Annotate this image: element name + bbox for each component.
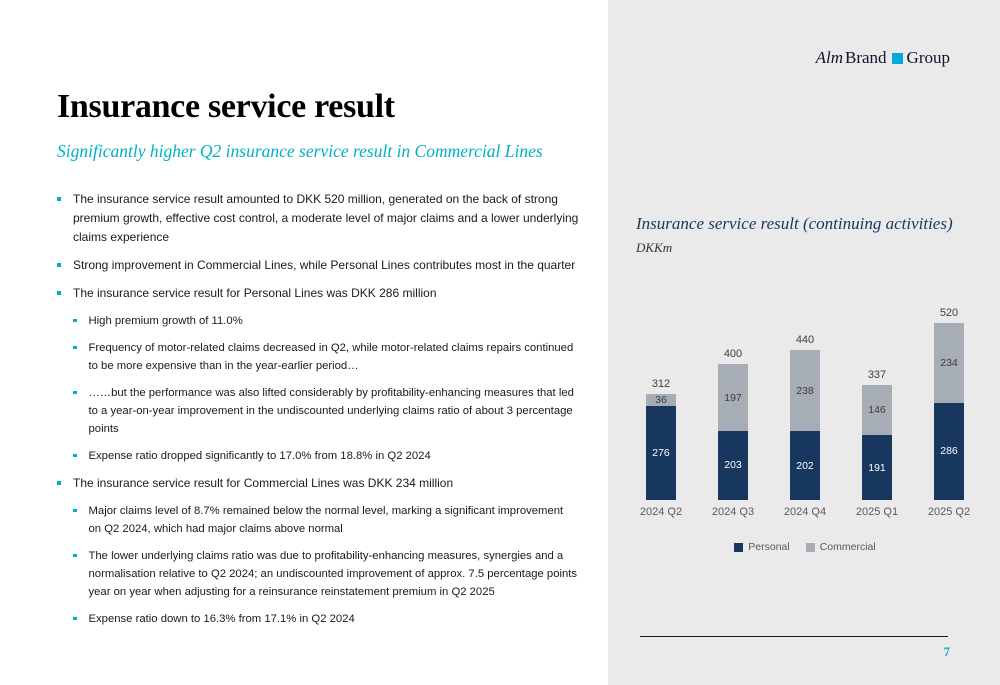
legend-item: Commercial: [805, 541, 876, 553]
bullet-item: Expense ratio down to 16.3% from 17.1% i…: [73, 610, 588, 628]
bullet-text: The lower underlying claims ratio was du…: [88, 549, 578, 598]
bar-total-label: 440: [795, 334, 815, 347]
bar-column: 400 197 203: [697, 348, 769, 500]
bullet-marker-icon: [57, 290, 61, 295]
bullet-list: The insurance service result amounted to…: [57, 190, 588, 628]
bullet-text: The insurance service result for Persona…: [73, 285, 437, 300]
logo-alm-text: Alm: [815, 48, 843, 67]
bullet-item: Frequency of motor-related claims decrea…: [73, 339, 588, 375]
bullet-item: The insurance service result amounted to…: [57, 190, 588, 247]
bar-column: 520 234 286: [913, 307, 985, 500]
content-panel: Insurance service result Significantly h…: [57, 88, 588, 628]
bar-segment-commercial: 146: [862, 385, 892, 436]
chart-title: Insurance service result (continuing act…: [636, 214, 953, 233]
bullet-item: The insurance service result for Persona…: [57, 284, 588, 303]
stacked-bar-chart: 312 36 276 400 197 203 440 238 202 337 146 191 520 23…: [625, 300, 985, 500]
bullet-item: High premium growth of 11.0%: [73, 312, 588, 330]
legend-swatch-icon: [734, 542, 744, 552]
legend-item: Personal: [734, 541, 790, 553]
bullet-marker-icon: [73, 453, 77, 458]
chart-panel: Alm Brand Group Insurance service result (…: [608, 0, 1000, 685]
footer-divider: [640, 636, 948, 637]
bullet-item: ……but the performance was also lifted co…: [73, 384, 588, 438]
page-number: 7: [943, 645, 950, 659]
x-axis-label: 2024 Q4: [783, 506, 827, 518]
bullet-text: Frequency of motor-related claims decrea…: [88, 341, 574, 372]
x-axis-labels: 2024 Q2 2024 Q3 2024 Q4 2025 Q1 2025 Q2: [625, 506, 985, 518]
bullet-text: The insurance service result for Commerc…: [73, 475, 454, 490]
bar-column: 312 36 276: [625, 378, 697, 500]
chart-unit-label: DKKm: [636, 240, 673, 255]
bullet-item: The insurance service result for Commerc…: [57, 474, 588, 493]
x-axis-label: 2024 Q2: [639, 506, 683, 518]
chart-legend: Personal Commercial: [625, 541, 985, 553]
bullet-item: Expense ratio dropped significantly to 1…: [73, 447, 588, 465]
bar-segment-personal: 276: [646, 406, 676, 500]
bullet-marker-icon: [73, 553, 77, 558]
bullet-text: The insurance service result amounted to…: [73, 191, 579, 244]
legend-label: Personal: [748, 541, 790, 553]
bullet-item: The lower underlying claims ratio was du…: [73, 547, 588, 601]
bar-total-label: 337: [867, 369, 887, 382]
bullet-text: Strong improvement in Commercial Lines, …: [73, 257, 576, 272]
bar-segment-commercial: 197: [718, 364, 748, 431]
bullet-marker-icon: [73, 390, 77, 395]
bullet-marker-icon: [57, 480, 61, 485]
x-axis-label: 2025 Q1: [855, 506, 899, 518]
bar-segment-personal: 191: [862, 435, 892, 500]
bar-column: 440 238 202: [769, 334, 841, 500]
bullet-marker-icon: [57, 196, 61, 201]
logo-square-icon: [891, 53, 903, 64]
legend-label: Commercial: [819, 541, 876, 553]
bullet-marker-icon: [57, 262, 61, 267]
bar-total-label: 520: [939, 307, 959, 320]
bullet-marker-icon: [73, 318, 77, 323]
bullet-text: Major claims level of 8.7% remained belo…: [88, 504, 564, 535]
bar-segment-personal: 203: [718, 430, 748, 500]
bar-total-label: 312: [651, 377, 671, 390]
bullet-marker-icon: [73, 616, 77, 621]
legend-swatch-icon: [805, 542, 815, 552]
x-axis-label: 2024 Q3: [711, 506, 755, 518]
bar-segment-personal: 286: [934, 402, 964, 500]
x-axis-label: 2025 Q2: [927, 506, 971, 518]
bullet-item: Strong improvement in Commercial Lines, …: [57, 256, 588, 275]
bar-column: 337 146 191: [841, 369, 913, 500]
bar-segment-commercial: 238: [790, 350, 820, 432]
bar-segment-commercial: 234: [934, 323, 964, 403]
logo-group-text: Group: [906, 48, 950, 67]
brand-logo: Alm Brand Group: [816, 48, 950, 68]
bullet-item: Major claims level of 8.7% remained belo…: [73, 502, 588, 538]
bar-segment-commercial: 36: [646, 393, 676, 407]
bullet-marker-icon: [73, 508, 77, 513]
page-title: Insurance service result: [57, 88, 395, 125]
bullet-marker-icon: [73, 345, 77, 350]
bullet-text: Expense ratio down to 16.3% from 17.1% i…: [88, 612, 355, 625]
page-subtitle: Significantly higher Q2 insurance servic…: [57, 141, 543, 161]
bar-segment-personal: 202: [790, 431, 820, 500]
bullet-text: Expense ratio dropped significantly to 1…: [88, 449, 431, 462]
bullet-text: ……but the performance was also lifted co…: [88, 386, 574, 435]
bar-total-label: 400: [723, 348, 743, 361]
bullet-text: High premium growth of 11.0%: [88, 314, 243, 327]
logo-brand-text: Brand: [845, 48, 887, 67]
